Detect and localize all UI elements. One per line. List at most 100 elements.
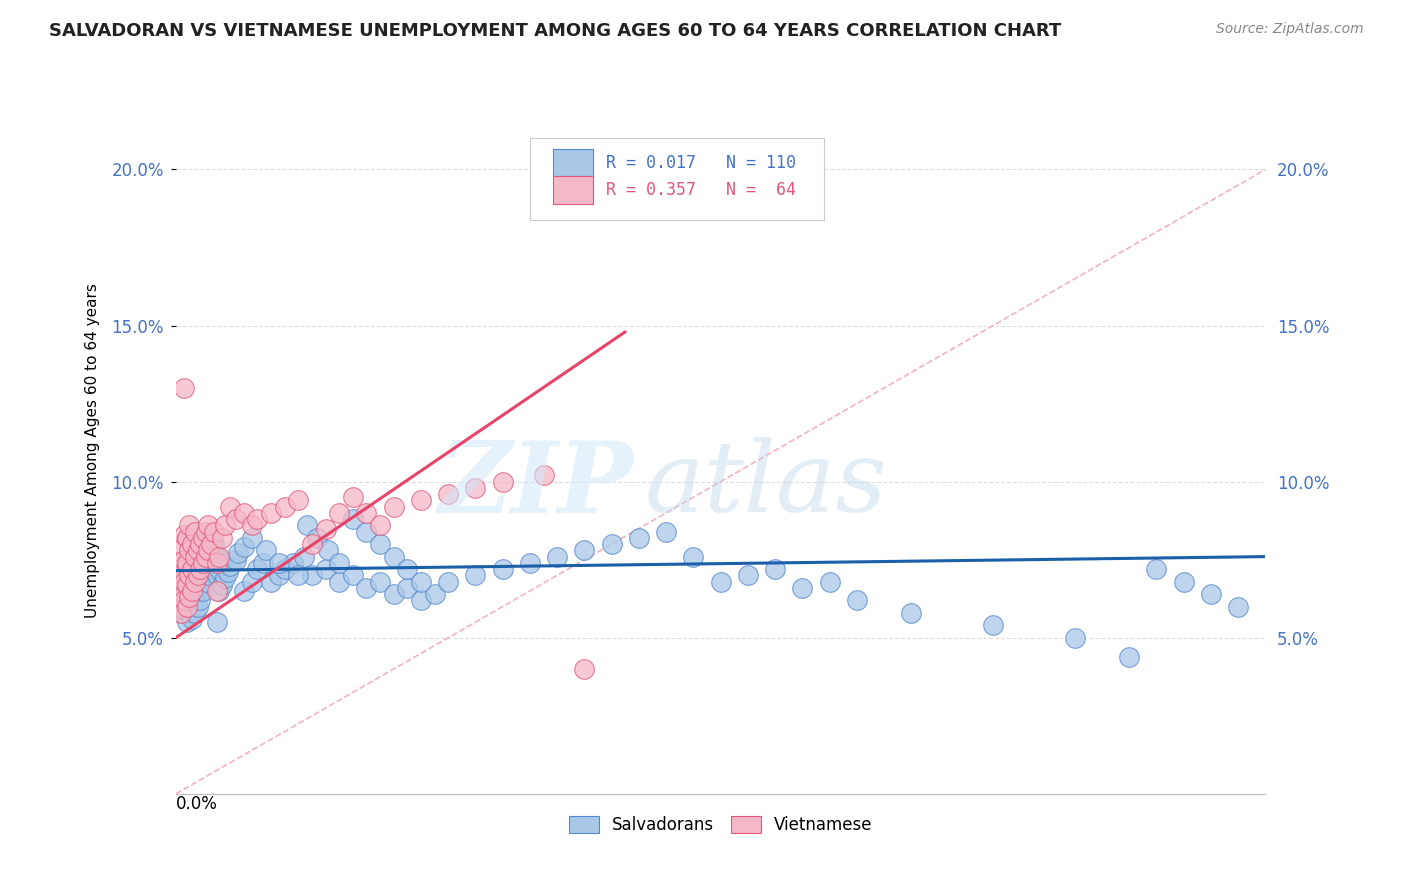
Vietnamese xyxy=(328,506,350,520)
Vietnamese xyxy=(315,521,337,535)
Vietnamese xyxy=(181,583,204,598)
Salvadorans xyxy=(188,593,211,607)
Salvadorans xyxy=(173,599,195,614)
Vietnamese xyxy=(194,524,217,539)
Vietnamese xyxy=(188,537,211,551)
Salvadorans xyxy=(202,556,225,570)
Vietnamese xyxy=(184,549,207,564)
Salvadorans xyxy=(205,549,228,564)
Salvadorans xyxy=(191,537,214,551)
Vietnamese xyxy=(356,506,378,520)
Vietnamese xyxy=(167,583,190,598)
Salvadorans xyxy=(170,581,193,595)
Salvadorans xyxy=(194,556,217,570)
Salvadorans xyxy=(356,581,378,595)
Vietnamese xyxy=(176,578,198,592)
Vietnamese xyxy=(186,543,209,558)
Vietnamese xyxy=(173,552,195,567)
Vietnamese xyxy=(437,487,460,501)
Vietnamese xyxy=(240,518,263,533)
Vietnamese xyxy=(186,568,209,582)
Salvadorans xyxy=(1227,599,1250,614)
Vietnamese xyxy=(225,512,247,526)
Salvadorans xyxy=(287,568,309,582)
Vietnamese xyxy=(179,591,201,605)
Vietnamese xyxy=(181,537,204,551)
Salvadorans xyxy=(191,583,214,598)
Salvadorans xyxy=(292,549,315,564)
Salvadorans xyxy=(368,574,391,589)
Vietnamese xyxy=(533,468,555,483)
Salvadorans xyxy=(492,562,515,576)
Salvadorans xyxy=(211,578,233,592)
Text: R = 0.357   N =  64: R = 0.357 N = 64 xyxy=(606,181,796,199)
Vietnamese xyxy=(170,583,193,598)
Salvadorans xyxy=(228,546,250,561)
Vietnamese xyxy=(184,574,207,589)
Salvadorans xyxy=(382,549,405,564)
Salvadorans xyxy=(167,591,190,605)
Salvadorans xyxy=(396,581,419,595)
Salvadorans xyxy=(710,574,733,589)
Vietnamese xyxy=(173,381,195,395)
Vietnamese xyxy=(179,518,201,533)
Salvadorans xyxy=(205,568,228,582)
Salvadorans xyxy=(1199,587,1222,601)
Vietnamese xyxy=(167,599,190,614)
Vietnamese xyxy=(274,500,297,514)
Salvadorans xyxy=(1118,649,1140,664)
FancyBboxPatch shape xyxy=(553,149,593,177)
Salvadorans xyxy=(655,524,678,539)
Salvadorans xyxy=(170,606,193,620)
Vietnamese xyxy=(167,568,190,582)
Vietnamese xyxy=(205,556,228,570)
Salvadorans xyxy=(194,574,217,589)
Legend: Salvadorans, Vietnamese: Salvadorans, Vietnamese xyxy=(562,809,879,840)
Salvadorans xyxy=(845,593,868,607)
Salvadorans xyxy=(179,566,201,580)
Vietnamese xyxy=(188,562,211,576)
Salvadorans xyxy=(269,556,291,570)
Salvadorans xyxy=(184,578,207,592)
Text: R = 0.017   N = 110: R = 0.017 N = 110 xyxy=(606,153,796,171)
Salvadorans xyxy=(205,615,228,630)
Salvadorans xyxy=(307,531,329,545)
Salvadorans xyxy=(328,574,350,589)
Vietnamese xyxy=(173,527,195,541)
Salvadorans xyxy=(188,578,211,592)
Text: SALVADORAN VS VIETNAMESE UNEMPLOYMENT AMONG AGES 60 TO 64 YEARS CORRELATION CHAR: SALVADORAN VS VIETNAMESE UNEMPLOYMENT AM… xyxy=(49,22,1062,40)
Salvadorans xyxy=(792,581,814,595)
Salvadorans xyxy=(1144,562,1167,576)
Vietnamese xyxy=(176,556,198,570)
Vietnamese xyxy=(181,562,204,576)
Salvadorans xyxy=(219,558,242,574)
Vietnamese xyxy=(205,583,228,598)
Vietnamese xyxy=(202,524,225,539)
Salvadorans xyxy=(328,556,350,570)
Vietnamese xyxy=(173,574,195,589)
Salvadorans xyxy=(737,568,759,582)
Salvadorans xyxy=(342,568,364,582)
Salvadorans xyxy=(181,612,204,626)
Vietnamese xyxy=(214,518,236,533)
Salvadorans xyxy=(208,583,231,598)
Salvadorans xyxy=(200,543,222,558)
Y-axis label: Unemployment Among Ages 60 to 64 years: Unemployment Among Ages 60 to 64 years xyxy=(86,283,100,618)
Salvadorans xyxy=(191,568,214,582)
Salvadorans xyxy=(173,574,195,589)
Salvadorans xyxy=(240,531,263,545)
Salvadorans xyxy=(217,566,239,580)
Salvadorans xyxy=(546,549,568,564)
Vietnamese xyxy=(246,512,269,526)
Salvadorans xyxy=(186,583,209,598)
Salvadorans xyxy=(208,562,231,576)
Salvadorans xyxy=(315,562,337,576)
FancyBboxPatch shape xyxy=(553,177,593,204)
Salvadorans xyxy=(356,524,378,539)
Salvadorans xyxy=(519,556,541,570)
Salvadorans xyxy=(260,574,283,589)
Salvadorans xyxy=(176,615,198,630)
Salvadorans xyxy=(176,552,198,567)
Salvadorans xyxy=(269,568,291,582)
Salvadorans xyxy=(179,591,201,605)
